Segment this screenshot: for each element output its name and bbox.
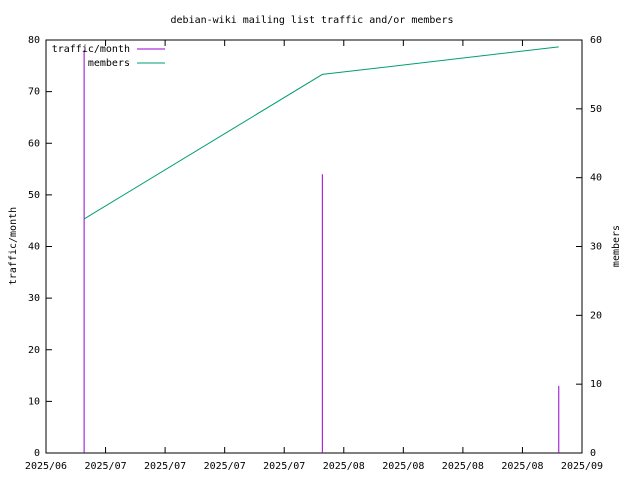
y-tick-label: 70 — [28, 87, 40, 98]
y2-tick-label: 20 — [590, 310, 602, 321]
y-axis-label: traffic/month — [8, 207, 19, 285]
y-tick-label: 10 — [28, 396, 40, 407]
y2-tick-label: 40 — [590, 173, 602, 184]
legend-label: members — [88, 58, 130, 69]
x-tick-label: 2025/07 — [204, 461, 246, 472]
plot-border — [45, 39, 583, 454]
x-tick-label: 2025/08 — [323, 461, 365, 472]
y-tick-label: 20 — [28, 345, 40, 356]
y2-tick-label: 60 — [590, 35, 602, 46]
y2-tick-label: 50 — [590, 104, 602, 115]
x-tick-label: 2025/08 — [442, 461, 484, 472]
chart-title: debian-wiki mailing list traffic and/or … — [171, 15, 454, 26]
x-tick-label: 2025/07 — [84, 461, 126, 472]
line — [83, 46, 559, 220]
x-tick-label: 2025/09 — [561, 461, 603, 472]
y-tick-label: 0 — [34, 448, 40, 459]
x-tick-label: 2025/07 — [144, 461, 186, 472]
x-tick-label: 2025/07 — [263, 461, 305, 472]
y2-tick-label: 0 — [590, 448, 596, 459]
y-tick-label: 60 — [28, 138, 40, 149]
y2-tick-label: 30 — [590, 242, 602, 253]
y-tick-label: 30 — [28, 293, 40, 304]
x-tick-label: 2025/08 — [501, 461, 543, 472]
y2-tick-label: 10 — [590, 379, 602, 390]
y2-axis-label: members — [611, 225, 622, 267]
legend-label: traffic/month — [52, 44, 130, 55]
y-tick-label: 40 — [28, 242, 40, 253]
y-tick-label: 80 — [28, 35, 40, 46]
x-tick-label: 2025/06 — [25, 461, 67, 472]
y-tick-label: 50 — [28, 190, 40, 201]
x-tick-label: 2025/08 — [382, 461, 424, 472]
